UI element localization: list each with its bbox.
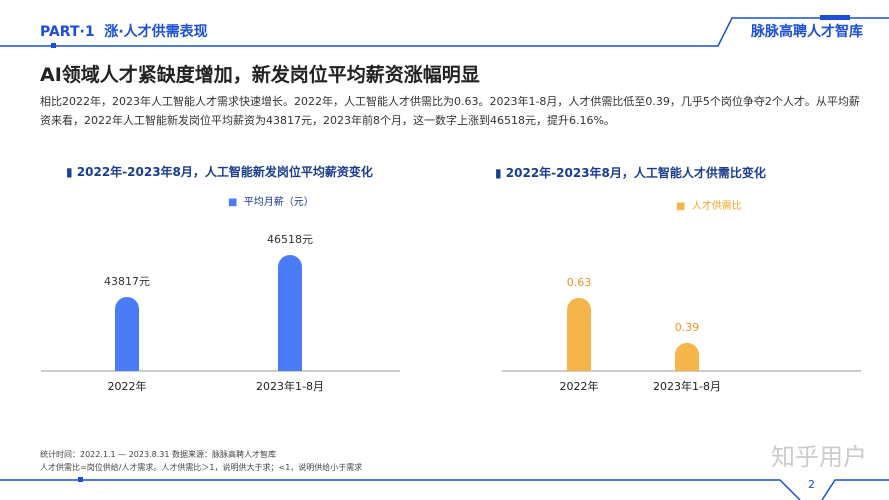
note-1: 统计时间：2022.1.1 — 2023.8.31 数据来源：脉脉高聘人才智库: [40, 450, 276, 459]
part-label: PART·1 涨·人才供需表现: [40, 24, 208, 40]
x-tick-label: 2023年1-8月: [256, 379, 324, 393]
bar-chart-icon: ▮: [495, 166, 506, 180]
x-tick-label: 2023年1-8月: [653, 379, 721, 393]
bar-chart-icon: ▮: [66, 165, 77, 179]
bar: [567, 297, 591, 371]
data-label: 43817元: [104, 275, 150, 288]
data-label: 0.39: [675, 321, 700, 334]
data-label: 46518元: [267, 233, 313, 246]
chart1-title: ▮ 2022年-2023年8月，人工智能新发岗位平均薪资变化: [66, 165, 373, 179]
bar: [675, 342, 699, 371]
page-title: AI领域人才紧缺度增加，新发岗位平均薪资涨幅明显: [40, 64, 480, 86]
chart1-legend: ■ 平均月薪（元）: [228, 197, 314, 208]
chart2-title: ▮ 2022年-2023年8月，人工智能人才供需比变化: [495, 166, 766, 180]
brand-label: 脉脉高聘人才智库: [751, 24, 863, 40]
page-number: 2: [808, 478, 815, 491]
description: 相比2022年，2023年人工智能人才需求快速增长。2022年，人工智能人才供需…: [40, 95, 860, 127]
x-tick-label: 2022年: [108, 379, 147, 393]
bar: [115, 296, 139, 371]
bar: [278, 254, 302, 371]
note-2: 人才供需比=岗位供给/人才需求。人才供需比＞1，说明供大于求；<1，说明供给小于…: [40, 463, 363, 472]
chart2-legend: ■ 人才供需比: [676, 201, 742, 212]
data-label: 0.63: [567, 276, 592, 289]
x-tick-label: 2022年: [560, 379, 599, 393]
watermark: 知乎用户: [771, 443, 867, 471]
